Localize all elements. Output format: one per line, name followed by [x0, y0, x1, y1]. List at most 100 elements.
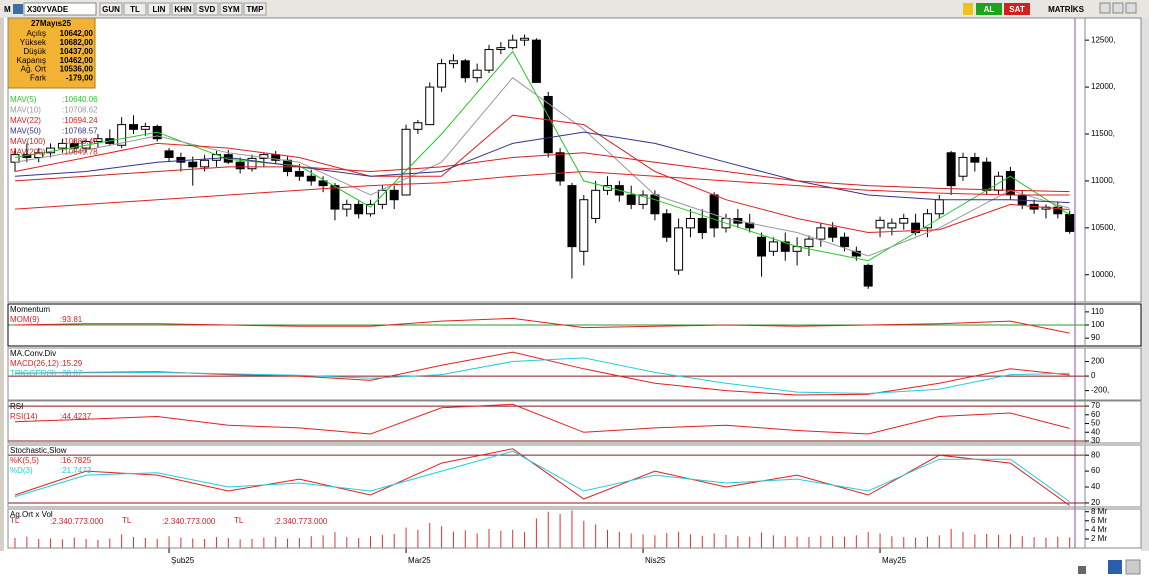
candle-body	[57, 142, 67, 149]
candle-body	[662, 213, 672, 238]
refresh-icon[interactable]	[1108, 560, 1122, 574]
candle-body	[413, 122, 423, 130]
legend-value: :10886.42	[62, 137, 98, 146]
legend-value: :10694.24	[62, 116, 98, 125]
sell-button[interactable]: SAT	[1009, 5, 1025, 14]
legend-name: MAV(5)	[10, 95, 37, 104]
candle-body	[448, 60, 458, 65]
y-tick-label: 10000,	[1091, 270, 1115, 279]
candle-body	[768, 241, 778, 252]
candle-body	[970, 156, 980, 163]
scrollbar[interactable]	[1141, 18, 1149, 551]
indicator-line	[14, 317, 1070, 334]
min-button[interactable]	[1099, 2, 1111, 14]
info-value: 10536,00	[60, 65, 94, 74]
candle-body	[958, 156, 968, 177]
toolbar-button-bg[interactable]	[123, 2, 147, 16]
close-button[interactable]	[1125, 2, 1137, 14]
candle-body	[650, 194, 660, 215]
toolbar-button[interactable]: LIN	[153, 5, 166, 14]
y-tick-label: 20	[1091, 498, 1100, 507]
indicator-line	[14, 114, 1070, 234]
y-tick-label: 12500,	[1091, 35, 1115, 44]
candle-body	[863, 264, 873, 287]
symbol-box[interactable]	[23, 2, 97, 16]
y-tick-label: 4 Mr	[1091, 525, 1107, 534]
brand: MATRİKS	[1048, 5, 1085, 14]
panel	[8, 351, 1085, 396]
toolbar-button[interactable]: SVD	[199, 5, 216, 14]
toolbar-button-bg[interactable]	[171, 2, 195, 16]
toolbar-button-bg[interactable]	[147, 2, 171, 16]
candle-body	[946, 152, 956, 187]
max-button[interactable]	[1112, 2, 1124, 14]
y-tick-label: 50	[1091, 419, 1100, 428]
candle-body	[685, 217, 695, 229]
toolbar-button-bg[interactable]	[195, 2, 219, 16]
settings-icon[interactable]	[1125, 559, 1141, 575]
buy-button[interactable]: AL	[984, 5, 995, 14]
x-tick-label: Mar25	[408, 556, 431, 565]
info-label: Yüksek	[20, 38, 47, 47]
icon[interactable]	[963, 3, 973, 15]
toolbar-button[interactable]: KHN	[174, 5, 192, 14]
y-tick-label: 100	[1091, 320, 1105, 329]
info-label: Düşük	[23, 47, 47, 56]
toolbar-button-bg[interactable]	[243, 2, 267, 16]
toolbar-button[interactable]: TMP	[247, 5, 265, 14]
logo: M	[4, 5, 11, 14]
candle-body	[306, 175, 316, 182]
toolbar-button[interactable]: SYM	[222, 5, 240, 14]
candle-body	[555, 152, 565, 182]
toolbar-button-bg[interactable]	[219, 2, 243, 16]
candle-body	[804, 238, 814, 248]
legend-value: :10849.78	[62, 148, 98, 157]
info-label: Kapanış	[17, 56, 46, 65]
candle-body	[567, 185, 577, 248]
legend-value: :15.29	[60, 359, 83, 368]
legend-name: TL	[10, 516, 20, 525]
info-box	[7, 17, 96, 89]
panel	[14, 510, 1071, 548]
toolbar: M X30YVADE AL SAT MATRİKS GUN TL LIN KHN SVD…	[0, 0, 1149, 18]
candle-body	[1065, 214, 1075, 232]
panel-title: MA.Conv.Div	[10, 349, 56, 358]
candle-body	[34, 152, 44, 158]
indicator-line	[14, 357, 1070, 395]
candle-body	[342, 203, 352, 210]
toolbar-button[interactable]: TL	[130, 5, 140, 14]
y-tick-label: 12000,	[1091, 82, 1115, 91]
candle-body	[425, 86, 435, 126]
x-tick-label: Şub25	[171, 556, 195, 565]
indicator-line	[14, 77, 1070, 257]
candle-body	[579, 199, 589, 252]
y-tick-label: 60	[1091, 410, 1100, 419]
legend-value: :2.340.773.000	[162, 517, 216, 526]
panel-border	[7, 303, 1142, 347]
candle-body	[591, 189, 601, 219]
candle-body	[377, 189, 387, 205]
legend-name: RSI(14)	[10, 412, 38, 421]
legend-name: %D(3)	[10, 466, 33, 475]
info-value: 10437,00	[60, 47, 94, 56]
candle-body	[117, 124, 127, 146]
candle-body	[176, 156, 186, 163]
candle-body	[235, 161, 245, 170]
legend-name: MAV(22)	[10, 116, 41, 125]
indicator-line	[14, 403, 1070, 435]
panel-border	[7, 444, 1142, 508]
candle-body	[520, 37, 530, 41]
toolbar-button-bg[interactable]	[99, 2, 123, 16]
panel-border	[7, 347, 1142, 401]
legend-name: MOM(9)	[10, 315, 40, 324]
legend-value: :16.7825	[60, 456, 92, 465]
y-tick-label: 0	[1091, 371, 1096, 380]
candle-body	[828, 227, 838, 238]
candle-body	[709, 194, 719, 229]
buy-button-bg[interactable]	[976, 3, 1002, 15]
sell-button-bg[interactable]	[1004, 3, 1030, 15]
toolbar-button[interactable]: GUN	[102, 5, 120, 14]
scroll-icon[interactable]	[1078, 566, 1086, 574]
candle-body	[330, 185, 340, 210]
